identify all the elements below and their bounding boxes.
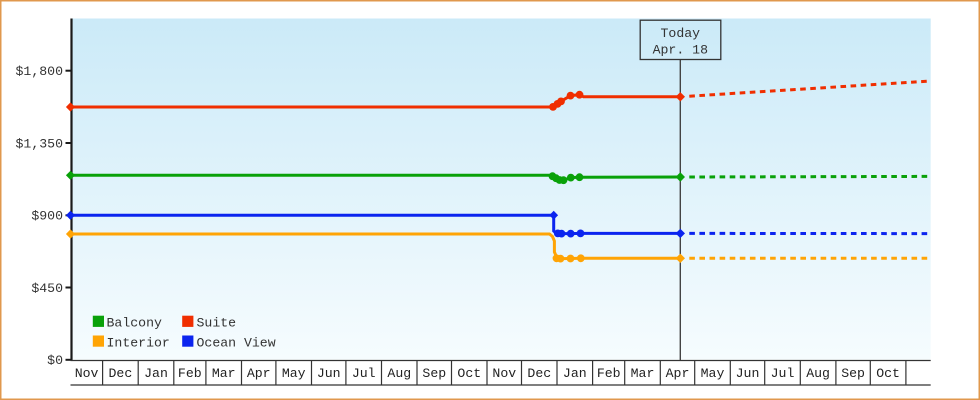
svg-text:Feb: Feb — [178, 366, 202, 381]
svg-text:$1,800: $1,800 — [16, 64, 64, 79]
svg-text:May: May — [282, 366, 306, 381]
svg-text:Oct: Oct — [876, 366, 900, 381]
svg-text:Dec: Dec — [109, 366, 133, 381]
svg-text:Dec: Dec — [527, 366, 551, 381]
svg-text:Jun: Jun — [736, 366, 760, 381]
svg-text:Nov: Nov — [492, 366, 516, 381]
svg-text:Nov: Nov — [75, 366, 99, 381]
svg-text:Suite: Suite — [197, 316, 237, 331]
svg-text:May: May — [701, 366, 725, 381]
svg-text:Mar: Mar — [631, 366, 655, 381]
svg-text:Jun: Jun — [317, 366, 341, 381]
svg-text:$1,350: $1,350 — [16, 136, 64, 151]
svg-text:Jul: Jul — [352, 366, 376, 381]
svg-text:$450: $450 — [31, 281, 63, 296]
svg-text:Sep: Sep — [841, 366, 865, 381]
svg-text:Aug: Aug — [806, 366, 830, 381]
svg-text:Mar: Mar — [212, 366, 236, 381]
svg-text:Aug: Aug — [387, 366, 411, 381]
svg-text:$0: $0 — [47, 353, 63, 368]
svg-text:Feb: Feb — [597, 366, 621, 381]
svg-text:Apr: Apr — [666, 366, 690, 381]
svg-text:Oct: Oct — [457, 366, 481, 381]
svg-text:Jan: Jan — [144, 366, 168, 381]
svg-text:Today: Today — [661, 26, 701, 41]
svg-text:$900: $900 — [31, 209, 63, 224]
svg-text:Apr: Apr — [247, 366, 271, 381]
svg-text:Interior: Interior — [107, 335, 170, 350]
svg-text:Ocean View: Ocean View — [197, 335, 276, 350]
svg-text:Jul: Jul — [771, 366, 795, 381]
svg-text:Jan: Jan — [563, 366, 587, 381]
svg-text:Sep: Sep — [422, 366, 446, 381]
svg-text:Balcony: Balcony — [107, 316, 162, 331]
svg-text:Apr. 18: Apr. 18 — [653, 43, 708, 58]
